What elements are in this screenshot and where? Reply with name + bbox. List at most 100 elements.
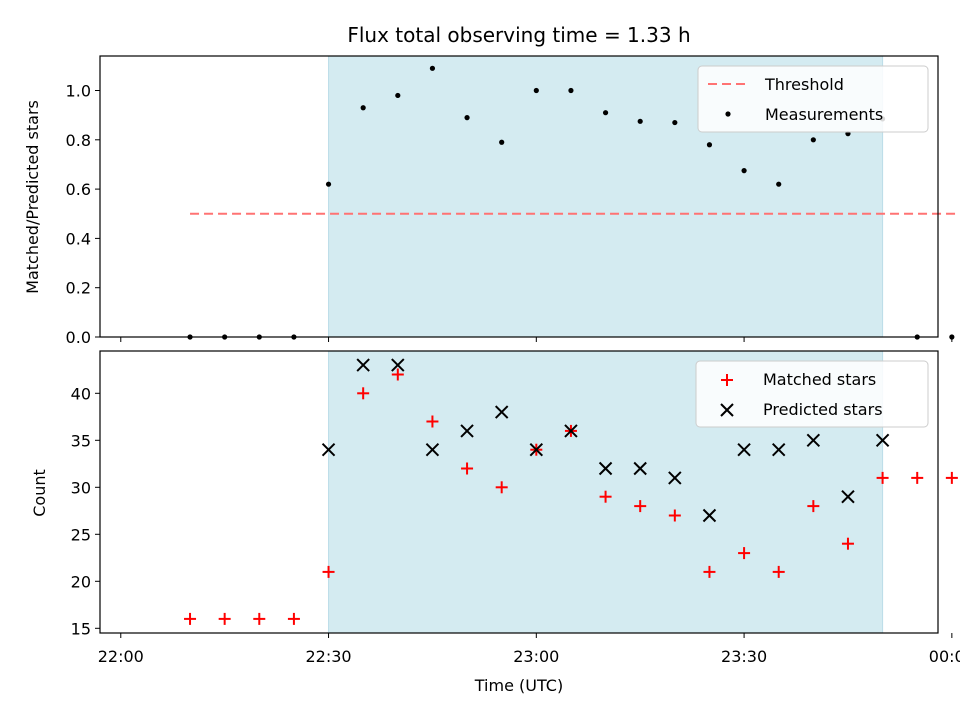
predicted-star-point [841,489,855,504]
predicted-star-point [875,433,890,448]
predicted-marker-b [356,358,370,372]
measurement-point [395,92,401,99]
predicted-marker-b [633,461,647,476]
top-plot-frame [99,55,939,338]
predicted-star-point [460,424,474,438]
predicted-marker-b [875,433,890,448]
y-tick-label: 30 [71,478,91,497]
y-tick-label: 0.0 [66,328,91,347]
predicted-star-point [702,508,717,523]
chart-title: Flux total observing time = 1.33 h [347,23,690,47]
bottom-legend-box [695,360,929,428]
matched-star-point [668,509,681,522]
predicted-star-point [356,358,370,372]
y-tick-label: 1.0 [66,82,91,101]
matched-star-point [738,547,751,560]
predicted-star-point [529,442,544,457]
predicted-marker-b [737,442,751,457]
measurement-point [776,181,782,187]
matched-star-point [876,471,889,484]
matched-star-point [218,612,231,625]
predicted-star-point [564,424,578,438]
y-tick-label: 0.8 [66,131,91,150]
matched-star-point [287,612,300,625]
predicted-star-point [806,433,821,448]
predicted-marker-b [772,442,786,457]
y-tick-label: 15 [71,619,91,638]
predicted-marker-b [841,489,855,504]
matched-star-point [495,481,508,494]
predicted-marker-b [668,471,682,485]
matched-star-point [184,612,197,625]
measurement-point [706,142,713,148]
y-tick-label: 40 [71,384,91,403]
predicted-marker-b [425,442,440,457]
measurement-point [637,118,643,124]
predicted-star-point [633,461,647,476]
predicted-star-point [772,442,786,457]
x-axis-label: Time (UTC) [474,676,563,695]
predicted-marker-b [529,442,544,457]
x-tick-label: 23:00 [513,647,559,666]
bottom-legend: Matched stars Predicted stars [695,360,929,428]
predicted-marker-b [494,405,509,419]
predicted-star-point [425,442,440,457]
legend-predicted-label: Predicted stars [763,400,883,419]
measurement-point [741,168,747,174]
predicted-star-point [391,358,405,372]
matched-star-point [772,565,785,578]
matched-star-point [841,537,854,550]
top-x-ticks [120,337,953,342]
top-y-axis-label: Matched/Predicted stars [23,100,42,294]
matched-star-point [322,565,335,578]
measurement-point [533,87,539,94]
legend-threshold-label: Threshold [764,75,844,94]
top-y-ticks: 0.0 0.2 0.4 0.6 0.8 1.0 [66,82,100,347]
y-tick-label: 25 [71,525,91,544]
measurement-point [810,137,816,143]
predicted-marker-b [806,433,821,448]
matched-star-point [391,368,404,381]
predicted-star-point [598,461,613,476]
matched-star-point [461,462,474,475]
measurement-point [464,115,470,121]
predicted-star-point [737,442,751,457]
matched-star-point [945,471,958,484]
matched-star-point [599,490,612,503]
y-tick-label: 0.6 [66,180,91,199]
legend-matched-label: Matched stars [763,370,876,389]
matched-star-point [253,612,266,625]
predicted-marker-b [702,508,717,523]
measurement-point [499,139,505,145]
measurement-point [429,65,436,71]
predicted-marker-b [598,461,613,476]
measurement-point [602,110,609,116]
x-tick-label: 22:30 [305,647,351,666]
top-legend: Threshold Measurements [697,65,929,133]
y-tick-label: 20 [71,572,91,591]
legend-measurements-swatch [725,111,731,117]
predicted-marker-b [460,424,474,438]
matched-star-point [807,500,820,513]
measurement-point [568,87,574,94]
predicted-star-point [668,471,682,485]
y-tick-label: 0.2 [66,279,91,298]
bottom-y-ticks: 15 20 25 30 35 40 [71,384,100,638]
matched-star-point [426,415,439,428]
x-tick-label: 23:30 [721,647,767,666]
bottom-predicted-points [321,358,890,523]
predicted-marker-b [564,424,578,438]
measurement-point [672,119,678,126]
predicted-marker-b [391,358,405,372]
y-tick-label: 0.4 [66,229,91,248]
x-tick-label: 00:00 [929,647,960,666]
legend-predicted-swatch [720,403,734,417]
matched-star-point [703,565,716,578]
predicted-marker-b [321,442,336,457]
bottom-matched-points [184,368,958,625]
matched-star-point [357,387,370,400]
x-tick-label: 22:00 [98,647,144,666]
